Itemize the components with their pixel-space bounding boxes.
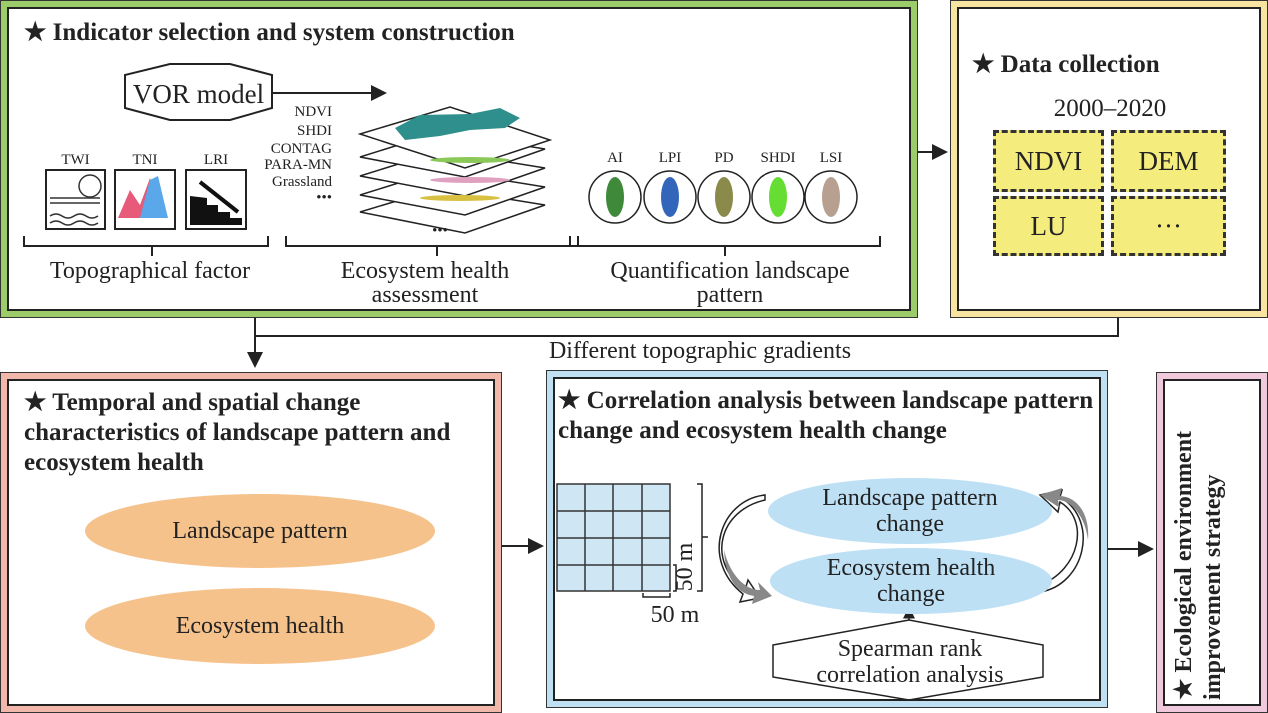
metric-lpi: LPI bbox=[658, 150, 682, 166]
grid-height-label: 50 m bbox=[672, 542, 698, 592]
spearman-label: Spearman rank correlation analysis bbox=[816, 636, 1004, 688]
layers-ellipsis: ••• bbox=[432, 223, 448, 239]
data-more: ··· bbox=[1111, 196, 1226, 256]
data-dem: DEM bbox=[1111, 130, 1226, 192]
brace-land bbox=[569, 236, 881, 256]
years-label: 2000–2020 bbox=[1053, 95, 1167, 122]
group-landscape-pattern: Quantification landscape pattern bbox=[610, 258, 850, 308]
twi-label: TWI bbox=[61, 152, 90, 168]
lri-label: LRI bbox=[203, 152, 229, 168]
metric-shdi: SHDI bbox=[760, 150, 796, 166]
ecosystem-health-ellipse: Ecosystem health bbox=[85, 588, 435, 664]
grid-width-label: 50 m bbox=[650, 602, 700, 628]
data-ndvi: NDVI bbox=[993, 130, 1104, 192]
vor-hexagon bbox=[124, 63, 273, 121]
tni-icon bbox=[114, 169, 176, 230]
data-collection-title: ★ Data collection bbox=[972, 51, 1160, 78]
ecosystem-change-ellipse: Ecosystem health change bbox=[770, 548, 1052, 614]
indicator-panel bbox=[0, 0, 918, 318]
lri-icon bbox=[185, 169, 247, 230]
temporal-title: ★ Temporal and spatial change characteri… bbox=[24, 389, 451, 476]
group-topographical-factor: Topographical factor bbox=[49, 258, 251, 284]
group-ecosystem-health: Ecosystem health assessment bbox=[340, 258, 510, 308]
metric-pd: PD bbox=[714, 150, 734, 166]
strategy-title: ★ Ecological environment improvement str… bbox=[1171, 430, 1226, 700]
layer-para-mn: PARA-MN bbox=[264, 157, 332, 173]
strategy-panel bbox=[1156, 372, 1268, 713]
correlation-title: ★ Correlation analysis between landscape… bbox=[558, 387, 1094, 444]
layer-grassland: Grassland bbox=[272, 174, 332, 190]
metric-lsi: LSI bbox=[819, 150, 843, 166]
data-lu: LU bbox=[993, 196, 1104, 256]
indicator-title: ★ Indicator selection and system constru… bbox=[24, 19, 515, 46]
metric-ai: AI bbox=[607, 150, 623, 166]
layer-more: ••• bbox=[316, 190, 332, 206]
vor-model-label: VOR model bbox=[132, 79, 265, 109]
arrow-data-to-temporal bbox=[247, 318, 1119, 368]
gradient-label: Different topographic gradients bbox=[548, 338, 852, 364]
tni-label: TNI bbox=[132, 152, 158, 168]
brace-topo bbox=[23, 236, 269, 256]
layer-contag: CONTAG bbox=[270, 141, 332, 157]
ndvi-map bbox=[395, 108, 520, 140]
landscape-pattern-ellipse: Landscape pattern bbox=[85, 494, 435, 568]
layer-shdi: SHDI bbox=[296, 123, 332, 139]
layer-ndvi: NDVI bbox=[294, 104, 333, 120]
landscape-change-ellipse: Landscape pattern change bbox=[768, 478, 1052, 544]
twi-icon bbox=[45, 169, 106, 230]
